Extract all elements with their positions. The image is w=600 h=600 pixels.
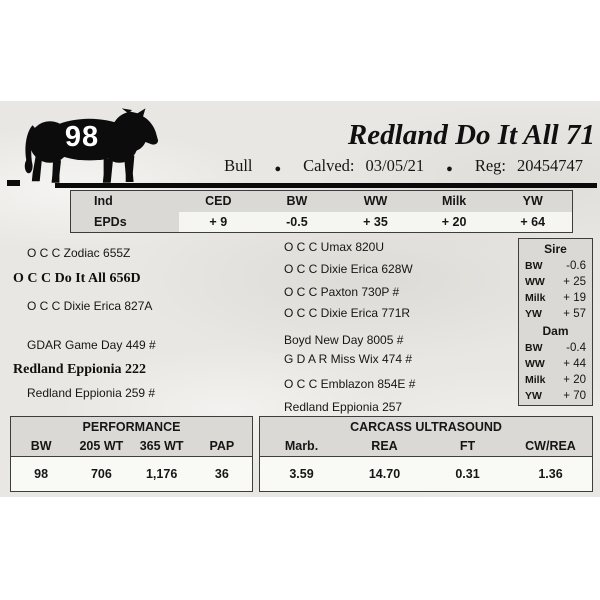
epd-row-value: + 44 bbox=[563, 358, 586, 370]
epd-row-value: -0.4 bbox=[566, 342, 586, 354]
carcass-value: 14.70 bbox=[368, 467, 401, 481]
carcass-header: Marb. bbox=[284, 439, 319, 453]
epd-value: + 35 bbox=[336, 211, 415, 232]
pedigree-ggp: G D A R Miss Wix 474 # bbox=[284, 352, 413, 366]
pedigree-paternal-granddam: O C C Dixie Erica 827A bbox=[27, 299, 153, 313]
pedigree-ggp: O C C Emblazon 854E # bbox=[284, 377, 416, 391]
performance-title: PERFORMANCE bbox=[82, 420, 181, 434]
pedigree-ggp: O C C Umax 820U bbox=[284, 240, 385, 254]
epd-row-value: + 57 bbox=[563, 308, 586, 320]
pedigree-ggp: O C C Dixie Erica 628W bbox=[284, 262, 413, 276]
parent-epd-box: Sire BW -0.6 WW + 25 Milk + 19 YW + 57 Dam B… bbox=[518, 238, 593, 406]
epd-value: + 9 bbox=[179, 211, 258, 232]
carcass-title: CARCASS ULTRASOUND bbox=[350, 420, 502, 434]
pedigree-maternal-grandsire: GDAR Game Day 449 # bbox=[27, 338, 156, 352]
bullet-separator: ● bbox=[274, 162, 282, 175]
reg-label: Reg: bbox=[474, 156, 506, 175]
performance-value: 98 bbox=[34, 467, 49, 481]
animal-name-title: Redland Do It All 71 bbox=[347, 119, 595, 151]
pedigree-sire: O C C Do It All 656D bbox=[13, 271, 141, 286]
epd-col-header: CED bbox=[205, 194, 232, 209]
calved-date: 03/05/21 bbox=[365, 156, 425, 175]
epd-value-row-label: EPDs bbox=[94, 214, 127, 229]
pedigree-ggp: O C C Dixie Erica 771R bbox=[284, 306, 411, 320]
sire-epd-title: Sire bbox=[544, 242, 567, 256]
epd-row-label: WW bbox=[525, 358, 545, 370]
pedigree-ggp: Boyd New Day 8005 # bbox=[284, 333, 404, 347]
performance-value: 36 bbox=[214, 467, 229, 481]
dam-epd-title: Dam bbox=[542, 324, 569, 338]
pedigree-dam: Redland Eppionia 222 bbox=[13, 362, 147, 377]
epd-col-header: WW bbox=[363, 194, 388, 209]
epd-row-label: YW bbox=[525, 390, 542, 402]
header-divider-rule bbox=[55, 183, 597, 188]
carcass-value: 0.31 bbox=[455, 467, 480, 481]
carcass-header: REA bbox=[371, 439, 398, 453]
performance-header: 205 WT bbox=[79, 439, 124, 453]
epd-row-label: Milk bbox=[525, 374, 546, 386]
carcass-ultrasound-table: CARCASS ULTRASOUND Marb. REA FT CW/REA 3… bbox=[259, 416, 593, 492]
epd-value: -0.5 bbox=[257, 211, 337, 232]
epd-value: + 64 bbox=[493, 211, 572, 232]
epd-value: + 20 bbox=[414, 211, 494, 232]
epd-header-row-label: Ind bbox=[94, 194, 113, 209]
performance-table: PERFORMANCE BW 205 WT 365 WT PAP 98 706 … bbox=[10, 416, 253, 492]
epd-row-value: + 70 bbox=[563, 390, 586, 402]
bullet-separator: ● bbox=[446, 162, 453, 175]
pedigree-maternal-granddam: Redland Eppionia 259 # bbox=[27, 386, 156, 400]
bull-icon bbox=[24, 108, 159, 183]
epd-row-value: + 19 bbox=[563, 292, 586, 304]
epd-row-label: WW bbox=[525, 276, 545, 288]
performance-value: 1,176 bbox=[145, 467, 178, 481]
calved-label: Calved: bbox=[303, 156, 355, 175]
performance-header: BW bbox=[30, 439, 52, 453]
performance-header: 365 WT bbox=[139, 439, 184, 453]
epd-row-label: BW bbox=[525, 260, 543, 272]
carcass-value: 3.59 bbox=[289, 467, 314, 481]
performance-value: 706 bbox=[90, 467, 112, 481]
epd-col-header: BW bbox=[286, 194, 308, 209]
epd-col-header: Milk bbox=[441, 194, 467, 209]
carcass-value: 1.36 bbox=[538, 467, 563, 481]
epd-row-label: YW bbox=[525, 308, 542, 320]
epd-row-label: Milk bbox=[525, 292, 546, 304]
lot-number: 98 bbox=[64, 121, 100, 153]
epd-row-label: BW bbox=[525, 342, 543, 354]
epd-row-value: -0.6 bbox=[566, 260, 586, 272]
epd-row-value: + 20 bbox=[563, 374, 586, 386]
pedigree-paternal-grandsire: O C C Zodiac 655Z bbox=[27, 246, 131, 260]
epd-col-header: YW bbox=[522, 194, 543, 209]
animal-subtitle: Bull ● Calved: 03/05/21 ● Reg: 20454747 bbox=[224, 156, 583, 176]
reg-number: 20454747 bbox=[517, 156, 583, 175]
epd-table: Ind CED BW WW Milk YW EPDs + 9 -0.5 + 35… bbox=[70, 190, 573, 233]
pedigree-ggp: Redland Eppionia 257 bbox=[284, 400, 403, 414]
epd-row-value: + 25 bbox=[563, 276, 586, 288]
performance-header: PAP bbox=[209, 439, 235, 453]
pedigree-ggp: O C C Paxton 730P # bbox=[284, 285, 400, 299]
sex-label: Bull bbox=[224, 156, 253, 175]
carcass-header: FT bbox=[459, 439, 476, 453]
carcass-header: CW/REA bbox=[525, 439, 576, 453]
left-margin-dash bbox=[7, 180, 20, 186]
